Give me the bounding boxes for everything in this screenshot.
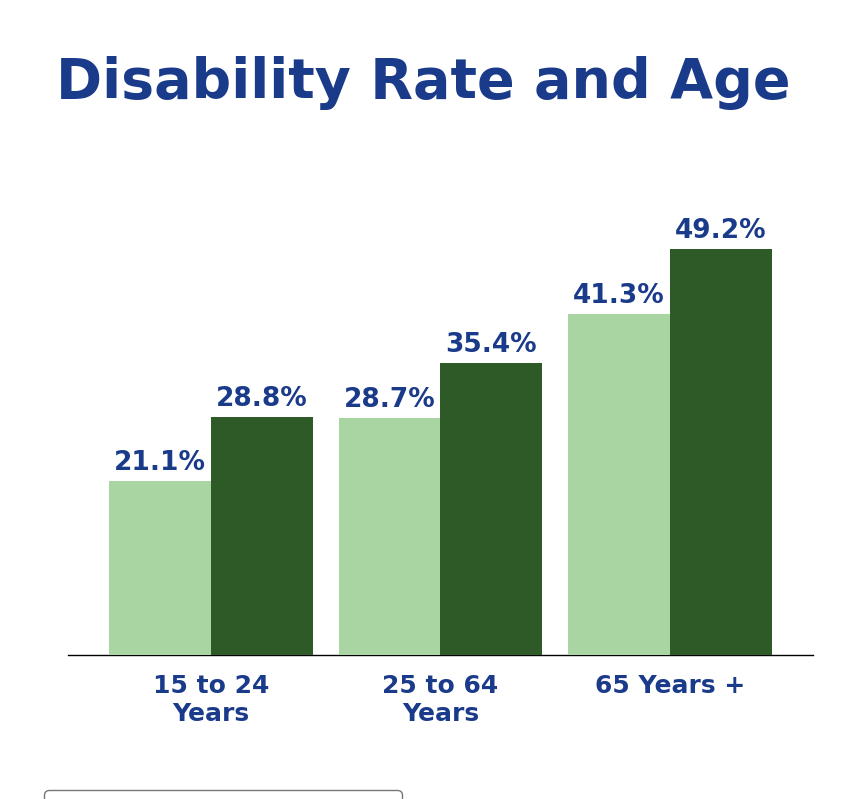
Text: 28.7%: 28.7% [344, 387, 435, 413]
Bar [567, 314, 670, 655]
Text: 49.2%: 49.2% [675, 217, 767, 244]
Text: 35.4%: 35.4% [446, 332, 537, 358]
Text: 21.1%: 21.1% [114, 450, 206, 476]
Bar [109, 481, 211, 655]
Text: 41.3%: 41.3% [573, 283, 665, 309]
Bar [440, 363, 542, 655]
Text: 28.8%: 28.8% [216, 386, 308, 412]
Text: Disability Rate and Age: Disability Rate and Age [56, 56, 791, 110]
Legend: 2017, 2022: 2017, 2022 [44, 789, 402, 799]
Bar [670, 248, 772, 655]
Bar [211, 417, 313, 655]
Bar [339, 418, 440, 655]
